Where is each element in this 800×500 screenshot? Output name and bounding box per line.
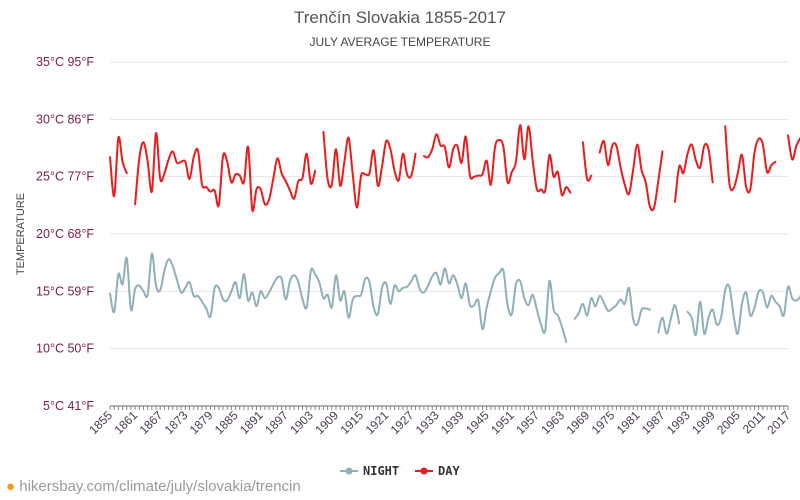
x-tick-label: 1861: [111, 408, 140, 437]
x-tick-label: 1867: [137, 408, 166, 437]
legend-item-night[interactable]: NIGHT: [340, 464, 399, 478]
x-tick-label: 1999: [689, 408, 718, 437]
y-tick-label: 10°C 50°F: [36, 342, 94, 356]
grid-lines: [110, 61, 788, 407]
y-tick-label: 20°C 68°F: [36, 227, 94, 241]
y-axis: 5°C 41°F 10°C 50°F 15°C 59°F 20°C 68°F 25°C …: [36, 55, 94, 413]
x-tick-label: 1987: [639, 408, 668, 437]
series-line-night: [573, 286, 651, 327]
legend-day-label: DAY: [438, 464, 460, 478]
x-tick-label: 1939: [438, 408, 467, 437]
x-tick-label: 1885: [212, 408, 241, 437]
series-line-day: [674, 142, 714, 203]
series-line-day: [422, 124, 572, 197]
series-line-day: [598, 139, 664, 212]
x-tick-label: 1903: [287, 408, 316, 437]
legend-item-day[interactable]: DAY: [415, 464, 460, 478]
x-tick-label: 1963: [538, 408, 567, 437]
x-tick-label: 2017: [764, 408, 793, 437]
x-tick-label: 1873: [162, 408, 191, 437]
x-tick-label: 1957: [513, 408, 542, 437]
legend[interactable]: NIGHT DAY: [340, 464, 460, 478]
legend-night-label: NIGHT: [363, 464, 399, 478]
x-tick-label: 1915: [337, 408, 366, 437]
x-tick-label: 1975: [589, 408, 618, 437]
x-tick-label: 1927: [388, 408, 417, 437]
y-tick-label: 5°C 41°F: [43, 399, 94, 413]
x-tick-label: 1879: [187, 408, 216, 437]
footer-url[interactable]: hikersbay.com/climate/july/slovakia/tren…: [19, 478, 301, 495]
x-tick-label: 1969: [563, 408, 592, 437]
x-tick-label: 2005: [714, 408, 743, 437]
series-line-day: [109, 135, 128, 198]
y-tick-label: 15°C 59°F: [36, 284, 94, 298]
y-axis-label: TEMPERATURE: [15, 193, 27, 275]
x-tick-label: 1945: [463, 408, 492, 437]
series-line-day: [134, 132, 317, 213]
series-line-night: [657, 304, 681, 335]
series-line-day: [787, 134, 800, 161]
x-tick-label: 1981: [614, 408, 643, 437]
x-tick-label: 1909: [312, 408, 341, 437]
legend-night-marker: [345, 467, 353, 475]
legend-day-marker: [420, 467, 428, 475]
x-tick-label: 1897: [262, 408, 291, 437]
x-tick-label: 1891: [237, 408, 266, 437]
series-line-day: [581, 141, 593, 182]
x-tick-label: 1951: [488, 408, 517, 437]
series-line-day: [322, 130, 417, 209]
series-line-night: [686, 283, 800, 337]
y-tick-label: 25°C 77°F: [36, 170, 94, 184]
footer-source[interactable]: ● hikersbay.com/climate/july/slovakia/tr…: [6, 478, 301, 495]
y-tick-label: 35°C 95°F: [36, 55, 94, 69]
series-line-day: [724, 125, 777, 194]
y-tick-label: 30°C 86°F: [36, 112, 94, 126]
x-tick-label: 1993: [664, 408, 693, 437]
x-tick-label: 1921: [363, 408, 392, 437]
x-tick-label: 2011: [740, 408, 768, 436]
chart-title: Trenčín Slovakia 1855-2017: [294, 8, 506, 27]
map-pin-icon: ●: [6, 478, 16, 495]
x-tick-label: 1933: [413, 408, 442, 437]
x-axis: 1855186118671873187918851891189719031909…: [86, 405, 793, 437]
series-line-night: [109, 252, 568, 343]
chart-subtitle: JULY AVERAGE TEMPERATURE: [310, 35, 491, 49]
series-lines: [109, 124, 800, 343]
